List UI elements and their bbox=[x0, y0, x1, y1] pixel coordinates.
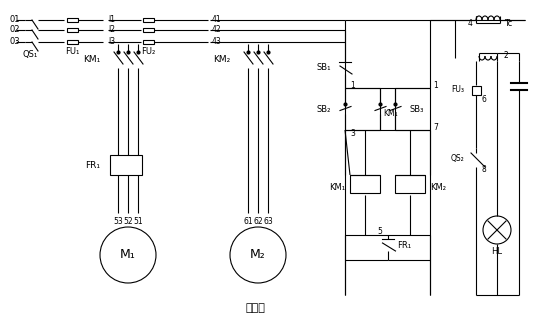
Text: 62: 62 bbox=[253, 217, 263, 227]
Text: KM₁: KM₁ bbox=[383, 109, 398, 119]
Text: QS₁: QS₁ bbox=[23, 50, 37, 60]
Bar bbox=[471, 86, 481, 94]
Text: FR₁: FR₁ bbox=[398, 241, 411, 249]
Text: 8: 8 bbox=[481, 165, 486, 174]
Text: SB₂: SB₂ bbox=[317, 105, 331, 113]
Text: SB₃: SB₃ bbox=[409, 105, 424, 113]
Bar bbox=[142, 28, 153, 32]
Text: 7: 7 bbox=[433, 122, 438, 132]
Text: 1: 1 bbox=[350, 81, 355, 89]
Bar bbox=[142, 40, 153, 44]
Text: 51: 51 bbox=[133, 217, 143, 227]
Text: 主电路: 主电路 bbox=[245, 303, 265, 313]
Text: M₂: M₂ bbox=[250, 249, 266, 262]
Bar bbox=[142, 18, 153, 22]
Text: SB₁: SB₁ bbox=[316, 63, 331, 73]
Text: l1: l1 bbox=[108, 15, 115, 23]
Text: FU₂: FU₂ bbox=[141, 48, 155, 56]
Bar bbox=[67, 18, 78, 22]
Bar bbox=[67, 40, 78, 44]
Text: QS₂: QS₂ bbox=[450, 153, 464, 163]
Text: 02: 02 bbox=[10, 24, 20, 34]
Text: FR₁: FR₁ bbox=[85, 160, 100, 170]
Text: KM₁: KM₁ bbox=[82, 55, 100, 64]
Bar bbox=[350, 175, 380, 193]
Text: KM₂: KM₂ bbox=[213, 55, 230, 64]
Circle shape bbox=[100, 227, 156, 283]
Text: HL: HL bbox=[492, 248, 503, 256]
Text: 61: 61 bbox=[243, 217, 253, 227]
Text: Tc: Tc bbox=[504, 18, 512, 28]
Text: 03: 03 bbox=[10, 36, 21, 46]
Text: 3: 3 bbox=[350, 130, 355, 139]
Text: 4: 4 bbox=[468, 18, 473, 28]
Text: 6: 6 bbox=[481, 95, 486, 105]
Text: FU₃: FU₃ bbox=[451, 86, 464, 94]
Text: 52: 52 bbox=[123, 217, 133, 227]
Text: 2: 2 bbox=[503, 50, 508, 60]
Circle shape bbox=[483, 216, 511, 244]
Text: M₁: M₁ bbox=[120, 249, 136, 262]
Text: 42: 42 bbox=[212, 24, 222, 34]
Text: 1: 1 bbox=[433, 81, 438, 89]
Text: 41: 41 bbox=[212, 15, 222, 23]
Text: FU₁: FU₁ bbox=[65, 48, 79, 56]
Text: KM₁: KM₁ bbox=[329, 183, 345, 191]
Bar bbox=[395, 175, 425, 193]
Text: 43: 43 bbox=[212, 36, 222, 46]
Bar bbox=[67, 28, 78, 32]
Circle shape bbox=[230, 227, 286, 283]
Text: 53: 53 bbox=[113, 217, 123, 227]
Text: l3: l3 bbox=[108, 36, 115, 46]
Text: KM₂: KM₂ bbox=[430, 183, 446, 191]
Text: 63: 63 bbox=[263, 217, 273, 227]
Text: 01: 01 bbox=[10, 15, 20, 23]
Bar bbox=[110, 155, 142, 175]
Text: l2: l2 bbox=[108, 24, 115, 34]
Text: 5: 5 bbox=[378, 228, 382, 236]
